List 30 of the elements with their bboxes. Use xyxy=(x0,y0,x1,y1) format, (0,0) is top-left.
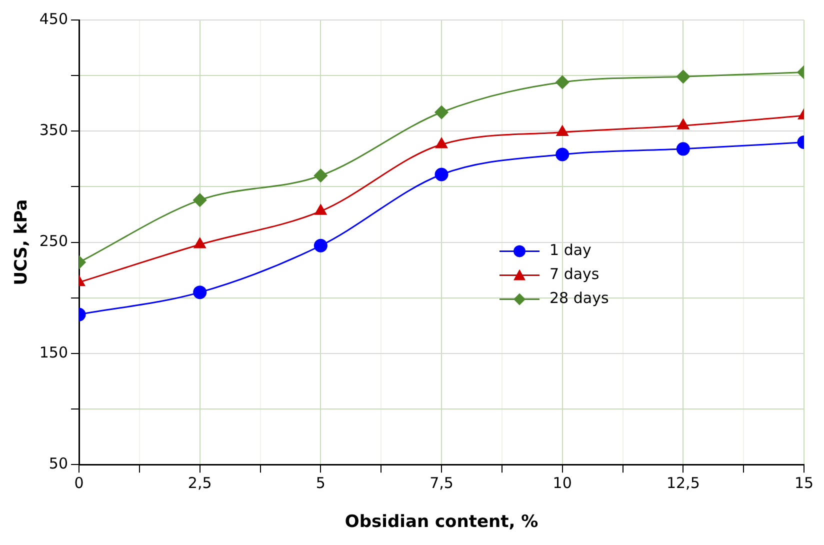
point xyxy=(434,106,448,120)
x-tick-label: 7,5 xyxy=(430,474,454,492)
point xyxy=(676,70,690,84)
x-axis-title: Obsidian content, % xyxy=(344,512,538,532)
legend-label: 1 day xyxy=(550,241,592,260)
x-tick-label: 12,5 xyxy=(666,474,700,492)
point xyxy=(436,138,448,148)
point xyxy=(314,204,327,215)
point xyxy=(314,168,328,182)
x-tick-label: 5 xyxy=(316,474,326,492)
point xyxy=(193,286,207,300)
y-tick-label: 50 xyxy=(48,454,68,472)
point xyxy=(314,238,328,252)
y-tick-label: 150 xyxy=(39,343,68,362)
point xyxy=(556,75,570,89)
x-tick-label: 2,5 xyxy=(188,474,212,492)
point xyxy=(193,193,207,207)
y-axis-title: UCS, kPa xyxy=(12,199,32,286)
x-tick-label: 15 xyxy=(794,474,814,492)
point xyxy=(676,142,690,156)
x-tick-label: 10 xyxy=(552,474,572,492)
point xyxy=(434,168,448,182)
y-tick-label: 350 xyxy=(39,121,68,140)
legend-label: 28 days xyxy=(550,289,609,308)
legend-label: 7 days xyxy=(550,265,600,284)
y-tick-label: 450 xyxy=(39,10,68,28)
x-tick-label: 0 xyxy=(74,474,84,492)
point xyxy=(556,126,568,136)
y-tick-label: 250 xyxy=(39,232,68,250)
point xyxy=(556,148,570,162)
